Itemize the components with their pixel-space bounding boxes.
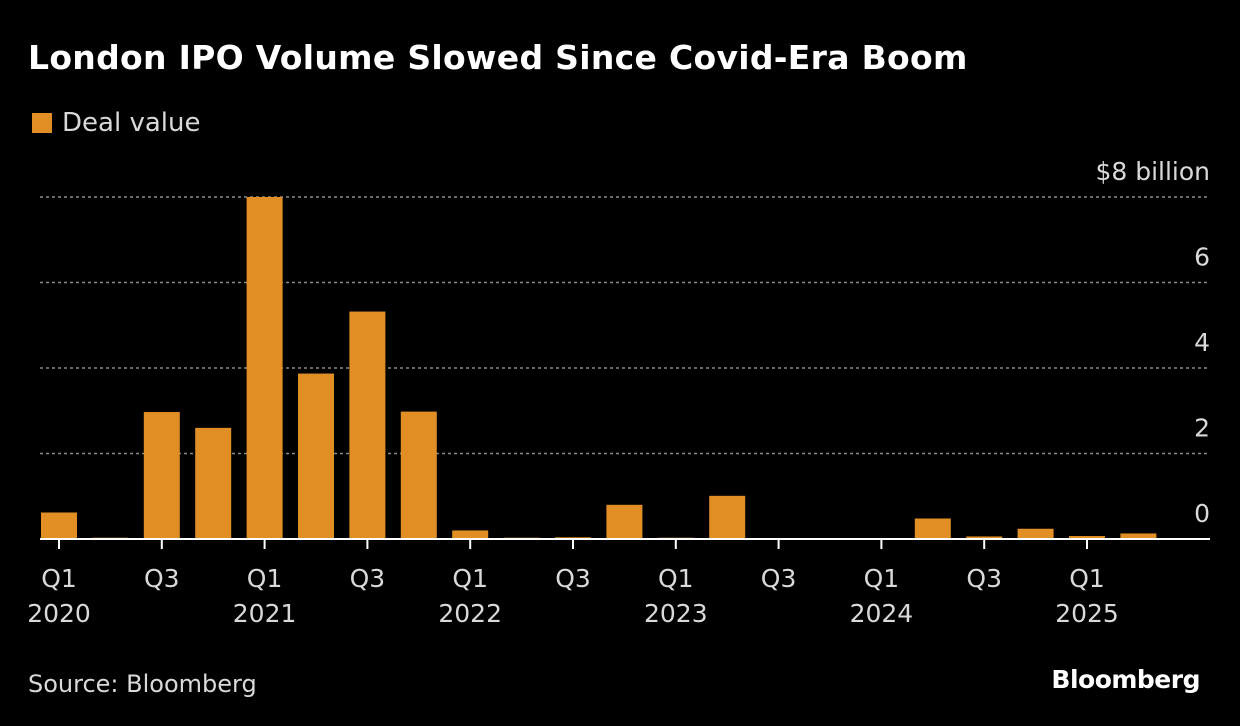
legend: Deal value (32, 108, 200, 138)
bloomberg-logo: Bloomberg (1051, 665, 1200, 694)
bar (1017, 528, 1054, 539)
bar (298, 373, 334, 539)
x-tick-year-label: 2025 (1055, 599, 1119, 628)
bar (966, 536, 1003, 539)
y-tick-label: 0 (1194, 499, 1210, 528)
x-tick-label: Q1 (247, 564, 283, 593)
x-tick-label: Q1 (864, 564, 900, 593)
source-note: Source: Bloomberg (28, 670, 257, 698)
bar (1069, 536, 1105, 539)
x-tick-label: Q1 (658, 564, 694, 593)
bar (41, 512, 77, 539)
bar (349, 311, 386, 539)
bar (452, 530, 489, 539)
x-tick-year-label: 2023 (644, 599, 708, 628)
x-tick-year-label: 2021 (233, 599, 297, 628)
y-tick-label: $8 billion (1095, 157, 1210, 186)
bar (143, 412, 180, 539)
x-tick-year-label: 2022 (438, 599, 502, 628)
x-tick-label: Q3 (555, 564, 591, 593)
x-tick-year-label: 2020 (27, 599, 91, 628)
x-tick-label: Q3 (966, 564, 1002, 593)
legend-label: Deal value (62, 108, 201, 138)
x-tick-label: Q3 (144, 564, 180, 593)
x-tick-label: Q1 (452, 564, 488, 593)
x-tick-label: Q3 (761, 564, 797, 593)
x-tick-label: Q3 (350, 564, 386, 593)
y-tick-label: 6 (1194, 243, 1210, 272)
bar (195, 427, 232, 539)
bar (1120, 533, 1157, 539)
bar (400, 411, 437, 539)
x-tick-label: Q1 (1069, 564, 1105, 593)
x-tick-year-label: 2024 (850, 599, 914, 628)
bar (914, 518, 951, 539)
bar (246, 197, 283, 539)
chart-title: London IPO Volume Slowed Since Covid-Era… (28, 38, 968, 77)
y-tick-label: 2 (1194, 414, 1210, 443)
legend-swatch (32, 113, 52, 133)
y-tick-label: 4 (1194, 328, 1210, 357)
bar (709, 495, 746, 539)
bar (606, 504, 643, 539)
x-tick-label: Q1 (41, 564, 77, 593)
